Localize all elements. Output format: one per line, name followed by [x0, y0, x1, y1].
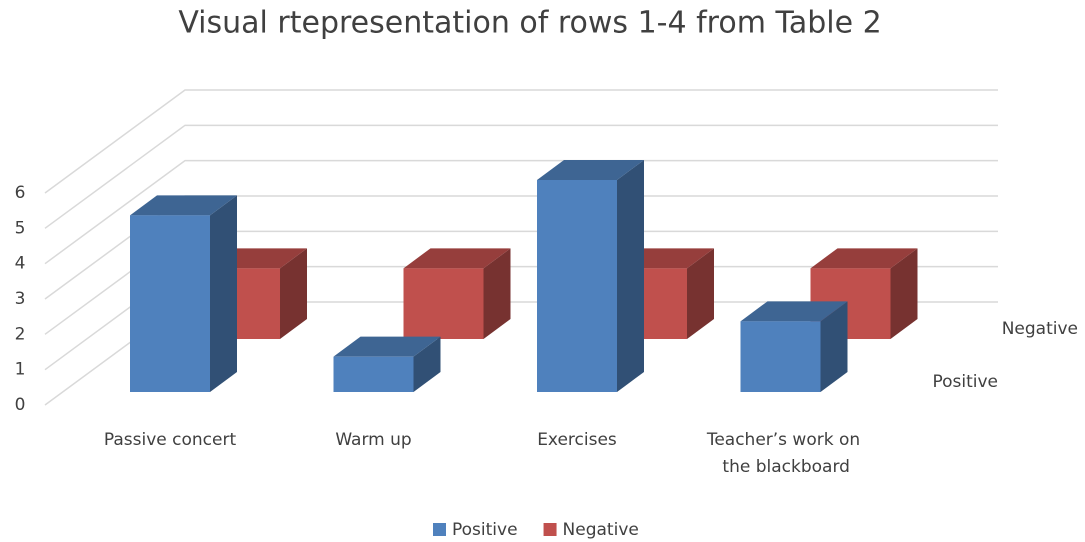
bar-front: [403, 268, 484, 339]
bar: [740, 301, 848, 392]
bar-top: [333, 336, 441, 357]
grid-line: [44, 159, 998, 265]
depth-label: Positive: [932, 372, 998, 392]
bar: [607, 248, 714, 339]
bar: [333, 336, 441, 392]
x-tick-label: Exercises: [537, 430, 617, 450]
bar-side: [413, 336, 441, 392]
bar-front: [333, 356, 414, 392]
bar-side: [687, 248, 714, 339]
depth-label: Negative: [1002, 319, 1078, 339]
legend-swatch: [543, 523, 557, 536]
bar-side: [617, 160, 644, 392]
y-tick-label: 1: [15, 360, 26, 380]
legend-swatch: [433, 523, 446, 536]
bar-top: [740, 301, 848, 322]
legend-label: Positive: [452, 520, 518, 540]
bar-side: [890, 248, 918, 339]
y-tick-label: 3: [15, 289, 26, 309]
y-tick-label: 4: [15, 254, 26, 274]
x-tick-label: Passive concert: [104, 430, 237, 450]
bar-front: [537, 180, 617, 392]
y-tick-label: 0: [15, 395, 26, 415]
bar-front: [740, 321, 821, 392]
y-tick-label: 6: [15, 183, 26, 203]
grid-line: [44, 124, 998, 229]
bar-side: [820, 301, 848, 392]
bar-side: [210, 195, 237, 392]
y-tick-label: 2: [15, 324, 26, 344]
x-tick-label: Warm up: [335, 430, 411, 450]
bar: [403, 248, 511, 339]
y-tick-label: 5: [15, 218, 26, 238]
bar-top: [403, 248, 511, 269]
bar-front: [130, 215, 210, 392]
x-tick-label: Teacher’s work on the blackboard: [706, 430, 860, 477]
bar-top: [810, 248, 918, 269]
bar-side: [280, 248, 307, 339]
bar-top: [130, 195, 237, 216]
legend-label: Negative: [563, 520, 639, 540]
bar-side: [483, 248, 511, 339]
bar: [130, 195, 237, 392]
bar: [537, 160, 644, 392]
bar-top: [537, 160, 644, 180]
grid-line: [44, 89, 998, 194]
chart-title: Visual rtepresentation of rows 1-4 from …: [178, 6, 881, 41]
